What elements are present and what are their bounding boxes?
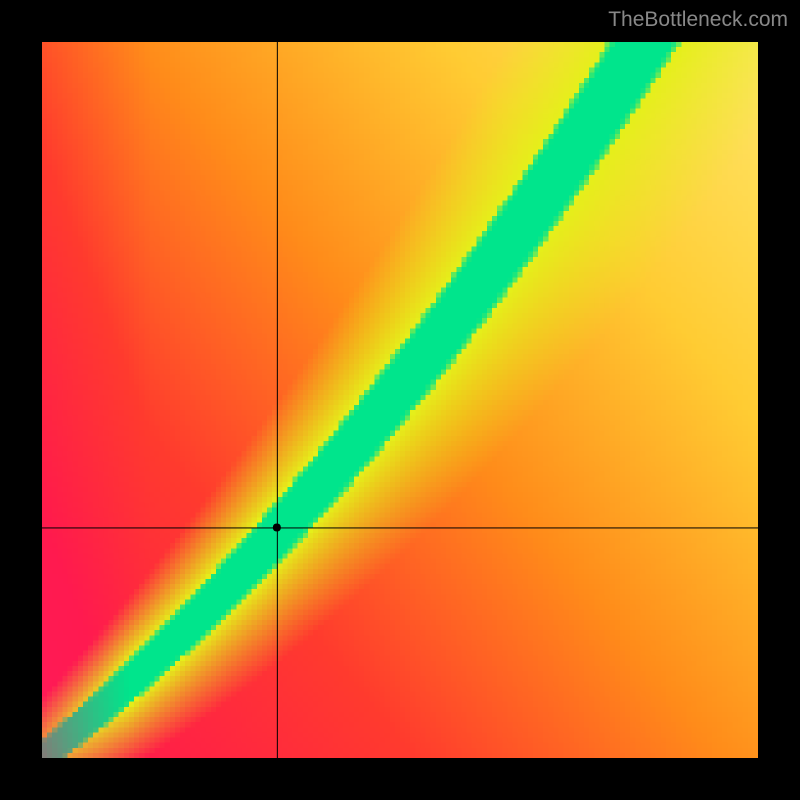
chart-container: TheBottleneck.com: [0, 0, 800, 800]
watermark-text: TheBottleneck.com: [608, 8, 788, 32]
heatmap-plot: [42, 42, 758, 758]
crosshair-overlay: [42, 42, 758, 758]
